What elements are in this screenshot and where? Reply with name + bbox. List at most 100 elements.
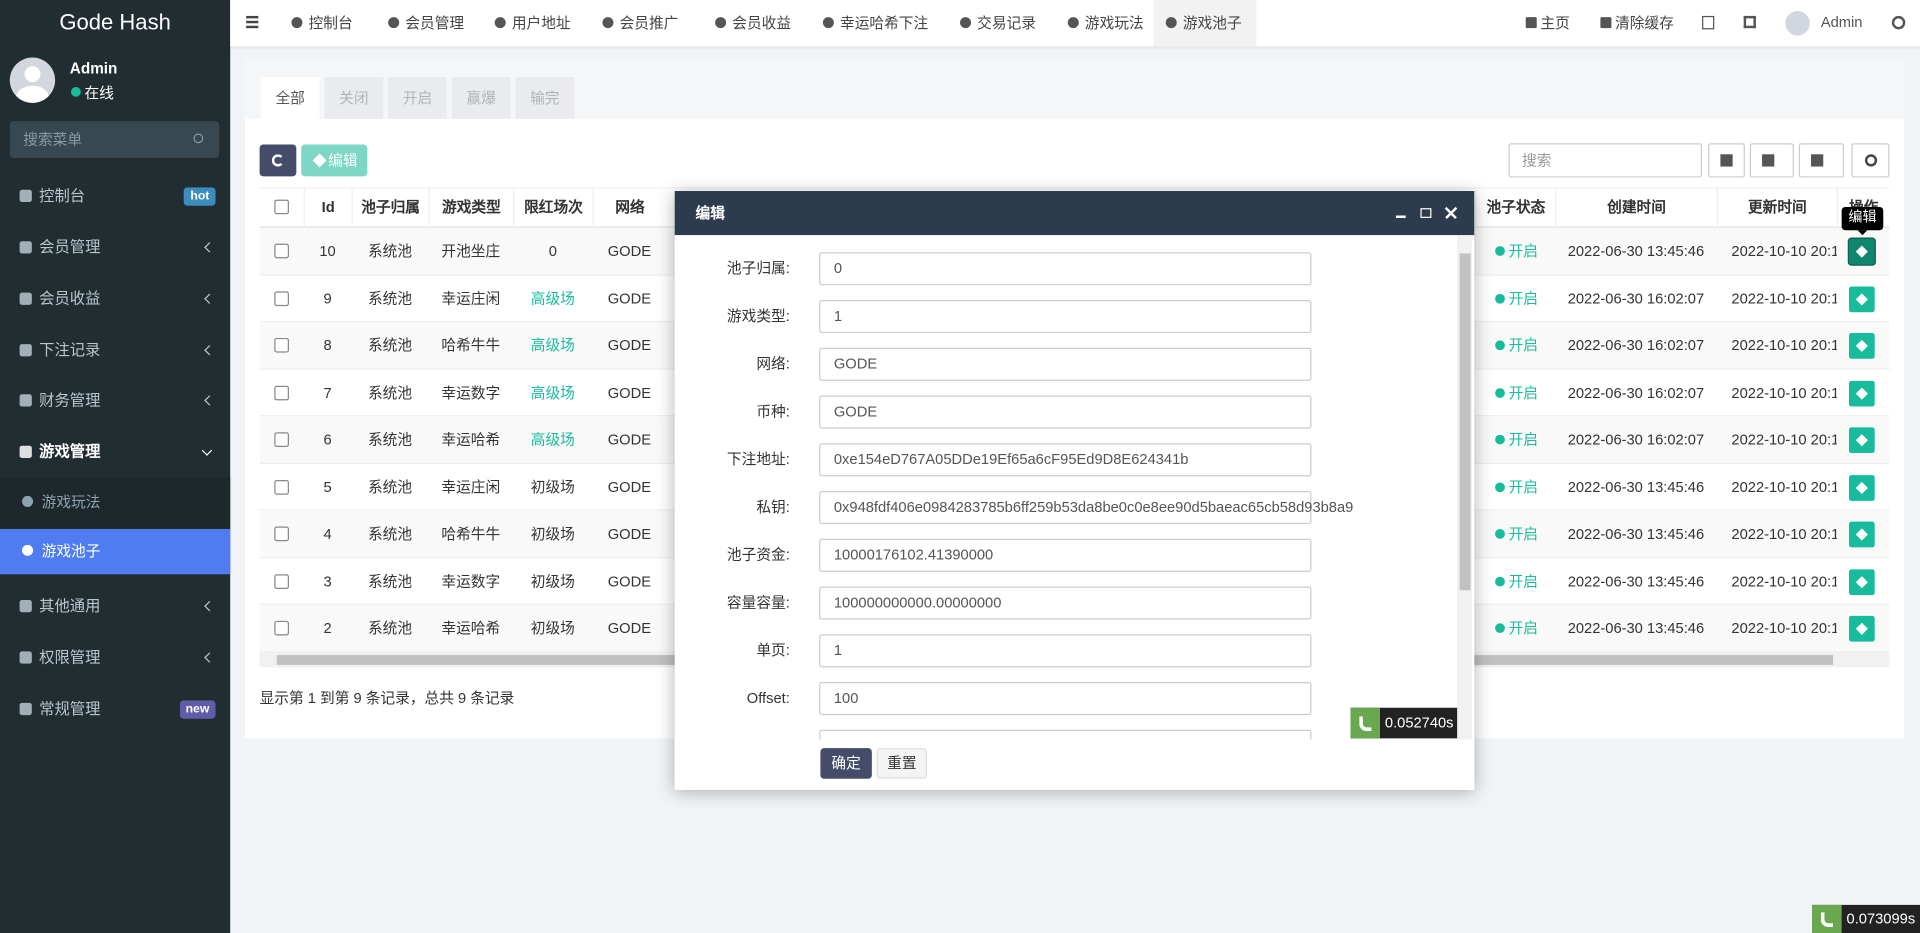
filter-tab[interactable]: 全部: [260, 77, 320, 119]
nav-icon: [291, 17, 303, 29]
user-avatar[interactable]: [1785, 11, 1810, 36]
settings-icon[interactable]: [1891, 15, 1906, 30]
menu-icon: [19, 292, 32, 305]
row-checkbox[interactable]: [274, 432, 289, 447]
nav-tab[interactable]: 控制台: [291, 0, 353, 47]
edit-row-button[interactable]: [1848, 474, 1875, 501]
edit-row-button[interactable]: [1848, 615, 1875, 642]
nav-tab[interactable]: 用户地址: [494, 0, 571, 47]
field-input[interactable]: 1: [819, 633, 1312, 667]
submenu-label: 游戏池子: [41, 542, 101, 560]
home-link[interactable]: 主页: [1525, 0, 1570, 47]
user-name[interactable]: Admin: [1820, 13, 1863, 31]
row-checkbox[interactable]: [274, 337, 289, 353]
edit-row-button[interactable]: [1848, 568, 1875, 595]
header-checkbox[interactable]: [274, 199, 289, 215]
field-input[interactable]: GODE: [819, 347, 1312, 381]
nav-tab[interactable]: 游戏池子: [1153, 0, 1257, 47]
fullscreen-icon[interactable]: [1743, 15, 1756, 29]
field-input[interactable]: 0x948fdf406e0984283785b6ff259b53da8be0c0…: [819, 490, 1353, 524]
field-input[interactable]: 0xe154eD767A05DDe19Ef65a6cF95Ed9D8E62434…: [819, 442, 1312, 476]
menu-toggle[interactable]: [246, 15, 259, 19]
avatar-head: [24, 66, 41, 83]
table-search[interactable]: 搜索: [1508, 143, 1703, 178]
nav-tab[interactable]: 交易记录: [960, 0, 1036, 47]
edit-row-button[interactable]: [1848, 238, 1875, 265]
nav-tab[interactable]: 会员推广: [602, 0, 678, 47]
submenu-item[interactable]: 游戏玩法: [0, 477, 231, 529]
pencil-icon: [1855, 387, 1868, 400]
table-cell: 幸运数字: [441, 572, 501, 590]
field-input[interactable]: 1: [819, 299, 1312, 333]
filter-tab[interactable]: 开启: [388, 77, 447, 119]
field-input[interactable]: 10000176102.41390000: [819, 538, 1312, 572]
field-input[interactable]: 100: [819, 681, 1312, 715]
field-input[interactable]: GODE: [819, 394, 1312, 428]
edit-button[interactable]: 编辑: [301, 144, 368, 177]
menu-item[interactable]: 会员管理: [0, 223, 230, 272]
filter-tab[interactable]: 输完: [515, 77, 575, 119]
nav-icon: [1600, 17, 1612, 29]
pencil-icon: [1855, 245, 1868, 258]
nav-icon: [1067, 17, 1079, 29]
lang-icon[interactable]: [1702, 15, 1715, 30]
menu-item[interactable]: 权限管理: [0, 633, 230, 682]
menu-icon: [19, 394, 32, 407]
row-checkbox[interactable]: [274, 620, 289, 636]
row-checkbox[interactable]: [274, 290, 289, 306]
modal-title: 编辑: [695, 204, 725, 222]
table-cell: 0: [548, 242, 557, 260]
toolbar-button[interactable]: [1749, 143, 1794, 178]
field-input[interactable]: [819, 729, 1312, 740]
edit-row-button[interactable]: [1848, 333, 1875, 359]
user-name: Admin: [69, 60, 118, 78]
reset-button[interactable]: 重置: [876, 748, 927, 779]
menu-icon: [19, 600, 32, 613]
nav-tab[interactable]: 会员管理: [388, 0, 464, 47]
menu-toggle[interactable]: [246, 20, 259, 24]
toolbar-button[interactable]: [1798, 143, 1845, 178]
chevron: [204, 652, 215, 663]
menu-item[interactable]: 常规管理 new: [0, 684, 230, 733]
nav-tab[interactable]: 幸运哈希下注: [822, 0, 928, 47]
maximize-button[interactable]: [1420, 208, 1432, 218]
menu-item[interactable]: 其他通用: [0, 582, 230, 631]
submenu-item[interactable]: 游戏池子: [0, 528, 231, 575]
edit-row-button[interactable]: [1848, 380, 1875, 406]
minimize-button[interactable]: [1395, 215, 1406, 218]
menu-item[interactable]: 会员收益: [0, 274, 230, 323]
filter-tab[interactable]: 关闭: [324, 77, 384, 119]
toolbar-button[interactable]: [1708, 143, 1745, 178]
table-cell: 2022-10-10 20:1: [1731, 572, 1837, 590]
row-checkbox[interactable]: [274, 573, 289, 589]
menu-item[interactable]: 游戏管理: [0, 427, 230, 476]
confirm-button[interactable]: 确定: [820, 748, 872, 779]
menu-toggle[interactable]: [246, 25, 259, 29]
nav-tab[interactable]: 会员收益: [715, 0, 791, 47]
chevron: [201, 445, 213, 456]
field-input[interactable]: 100000000000.00000000: [819, 585, 1312, 619]
edit-row-button[interactable]: [1848, 521, 1875, 548]
badge-logo: [1350, 707, 1381, 739]
nav-tab[interactable]: 游戏玩法: [1067, 0, 1144, 47]
table-cell: 开池坐庄: [441, 242, 501, 260]
row-checkbox[interactable]: [274, 526, 289, 542]
clear-cache[interactable]: 清除缓存: [1600, 0, 1674, 47]
edit-row-button[interactable]: [1848, 427, 1875, 454]
table-cell: 2: [323, 619, 332, 637]
submenu-label: 游戏玩法: [41, 493, 101, 511]
row-checkbox[interactable]: [274, 479, 289, 495]
row-checkbox[interactable]: [274, 385, 289, 400]
table-cell: GODE: [607, 431, 652, 449]
menu-item[interactable]: 下注记录: [0, 326, 230, 375]
menu-item[interactable]: 控制台 hot: [0, 171, 230, 220]
edit-row-button[interactable]: [1848, 285, 1875, 312]
filter-tab[interactable]: 赢爆: [451, 77, 511, 119]
row-checkbox[interactable]: [274, 243, 289, 259]
field-input[interactable]: 0: [819, 251, 1312, 285]
menu-search[interactable]: 搜索菜单: [9, 121, 220, 158]
refresh-button[interactable]: [259, 144, 297, 177]
menu-item[interactable]: 财务管理: [0, 376, 230, 425]
nav-icon: [960, 17, 972, 29]
toolbar-button[interactable]: [1851, 143, 1890, 178]
